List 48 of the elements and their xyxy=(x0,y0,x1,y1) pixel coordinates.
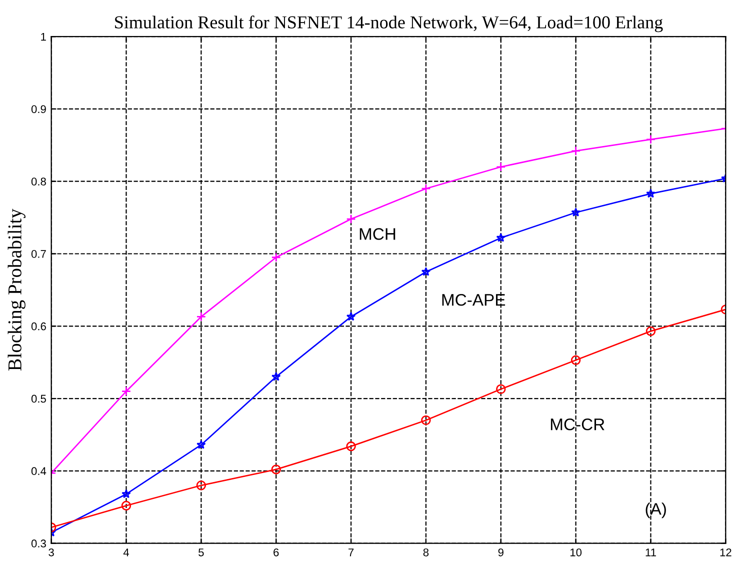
point xyxy=(196,480,206,490)
point xyxy=(496,232,506,242)
point xyxy=(346,441,356,452)
y-tick-label: 0.8 xyxy=(31,178,46,186)
point xyxy=(496,384,506,394)
point xyxy=(570,355,581,366)
point xyxy=(346,214,356,224)
series-label: MC-APE xyxy=(442,294,506,306)
point xyxy=(196,440,206,449)
annotation: (A) xyxy=(646,502,666,518)
point xyxy=(271,372,281,381)
point xyxy=(571,208,580,217)
point xyxy=(496,162,506,172)
x-tick-label: 11 xyxy=(646,548,656,556)
point xyxy=(570,146,581,156)
x-tick-label: 6 xyxy=(274,548,279,556)
point xyxy=(122,489,131,498)
chart-title: Simulation Result for NSFNET 14-node Network, W=64, Load=100 Erlang xyxy=(115,16,663,32)
x-tick-label: 10 xyxy=(570,548,582,556)
x-tick-label: 9 xyxy=(498,548,504,556)
x-tick-label: 5 xyxy=(198,548,204,556)
point xyxy=(646,134,656,144)
point xyxy=(421,184,431,194)
point xyxy=(271,464,281,474)
x-tick-label: 7 xyxy=(348,548,354,556)
y-tick-label: 0.3 xyxy=(31,540,46,548)
y-tick-label: 0.4 xyxy=(31,467,46,476)
y-tick-label: 1 xyxy=(41,32,46,41)
x-tick-label: 12 xyxy=(720,548,732,556)
y-axis-title: Blocking Probability xyxy=(8,208,26,371)
point xyxy=(646,188,656,198)
y-tick-label: 0.6 xyxy=(31,322,46,330)
x-tick-label: 4 xyxy=(123,548,130,556)
point xyxy=(421,266,431,276)
series-label: MCH xyxy=(360,228,396,240)
point xyxy=(421,415,431,426)
y-tick-label: 0.9 xyxy=(31,105,46,114)
point xyxy=(196,312,206,322)
point xyxy=(346,312,356,321)
point xyxy=(646,326,656,336)
point xyxy=(121,500,132,511)
point xyxy=(271,252,281,262)
y-tick-label: 0.5 xyxy=(31,394,46,403)
point xyxy=(121,386,132,396)
x-tick-label: 3 xyxy=(48,548,54,556)
text: MC-CR xyxy=(550,418,604,430)
x-tick-label: 8 xyxy=(423,548,429,556)
y-tick-label: 0.7 xyxy=(31,250,46,258)
